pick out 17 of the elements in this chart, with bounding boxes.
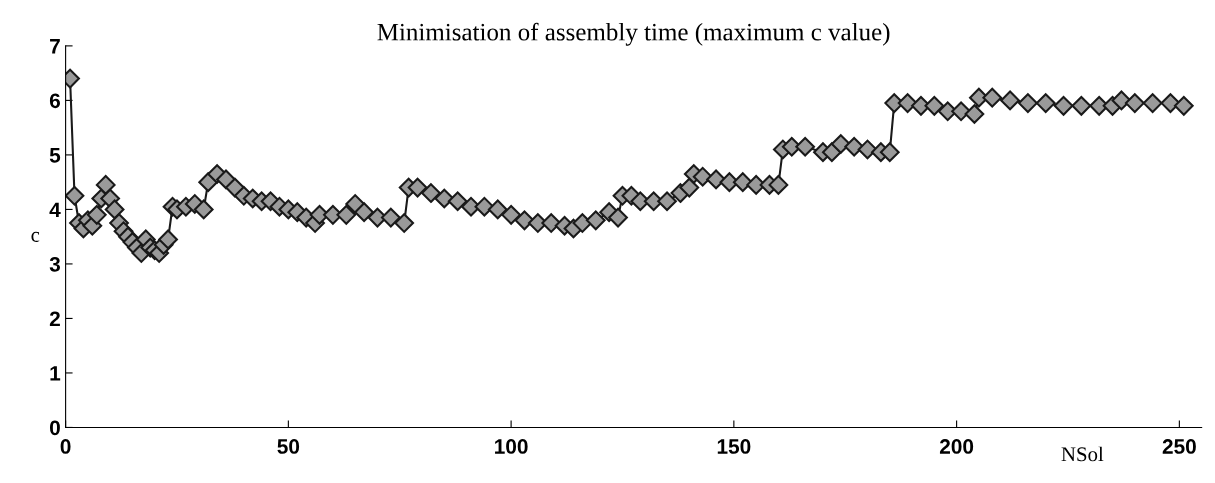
y-tick-label: 7 bbox=[50, 39, 60, 54]
y-tick-label: 1 bbox=[50, 366, 61, 381]
y-tick-label: 3 bbox=[49, 256, 60, 272]
x-tick-label: 250 bbox=[1162, 439, 1196, 454]
y-tick-label: 6 bbox=[49, 93, 60, 109]
x-tick-label: 0 bbox=[60, 439, 71, 454]
y-tick-label: 5 bbox=[49, 148, 61, 163]
x-tick-label: 100 bbox=[495, 439, 528, 454]
x-tick-label: 200 bbox=[939, 439, 974, 454]
y-tick-label: 0 bbox=[49, 420, 60, 436]
x-tick-label: 150 bbox=[717, 439, 751, 454]
x-axis-title: NSol bbox=[1061, 446, 1104, 462]
y-axis-title: c bbox=[31, 231, 40, 242]
y-tick-label: 2 bbox=[49, 311, 60, 326]
y-tick-label: 4 bbox=[49, 202, 61, 217]
x-tick-label: 50 bbox=[277, 439, 300, 454]
chart-title: Minimisation of assembly time (maximum c value) bbox=[377, 22, 890, 46]
